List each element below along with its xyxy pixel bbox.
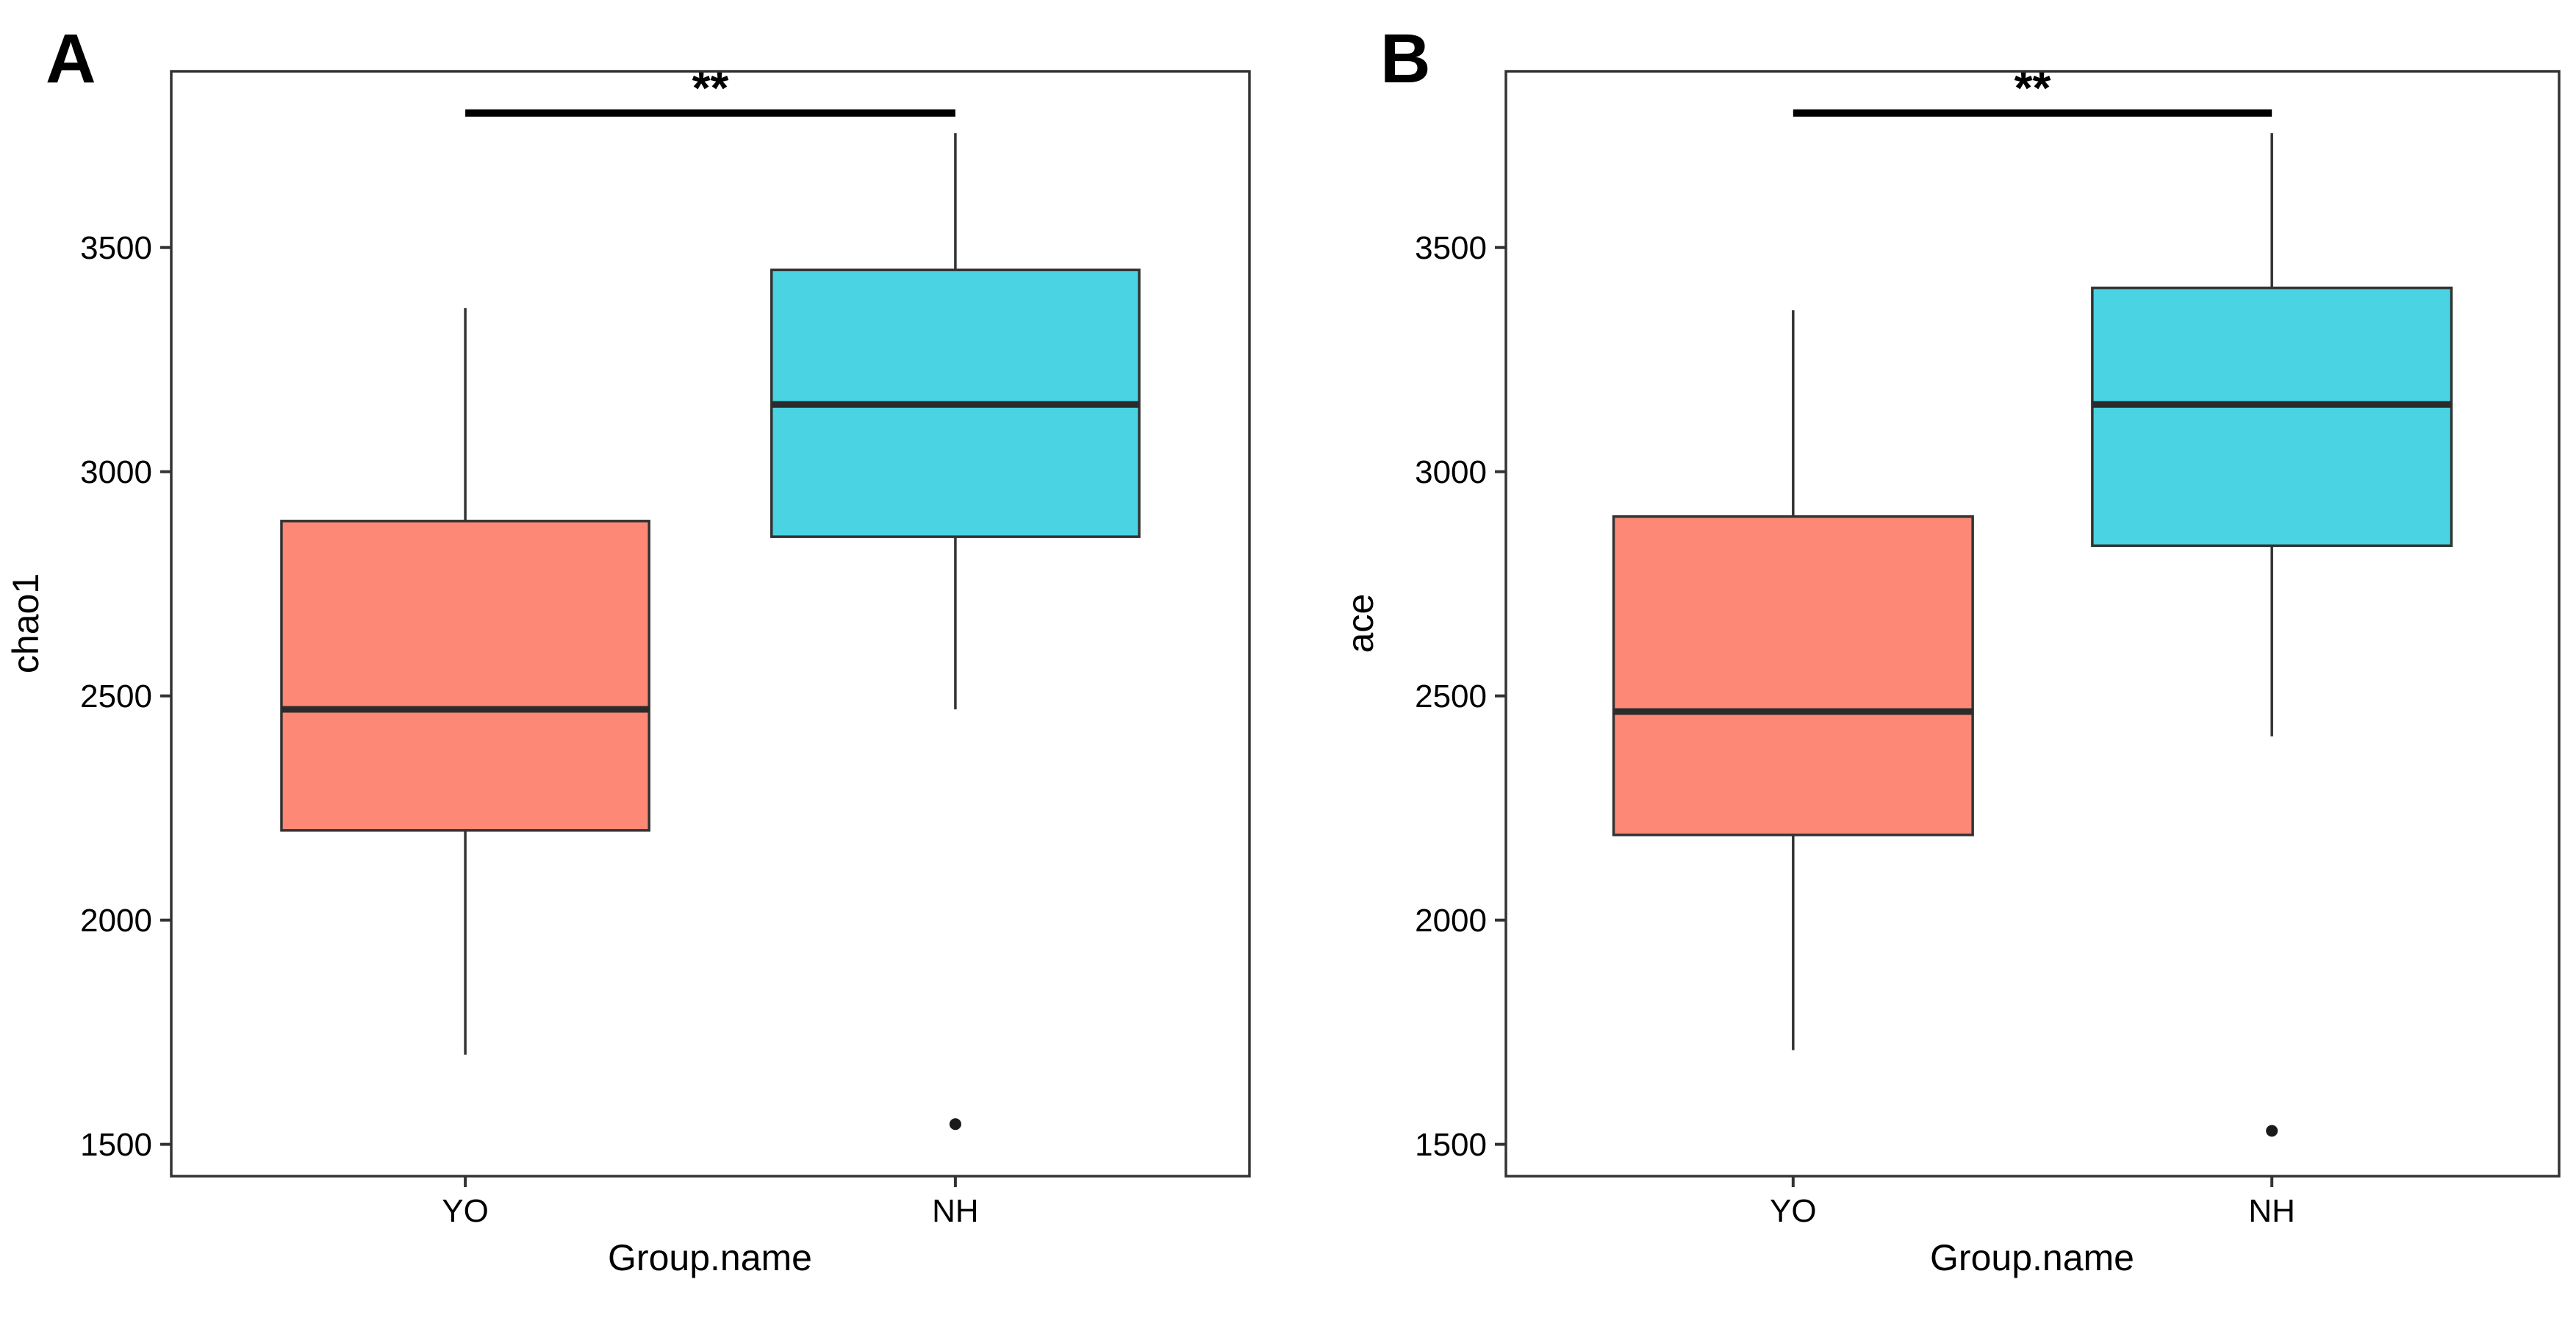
y-tick-label: 1500 [1415,1127,1487,1163]
panel-a-x-axis-title: Group.name [608,1237,812,1278]
panel-b-y-axis-title: ace [1340,594,1381,653]
y-tick-label: 3500 [80,230,152,266]
panel-a-y-axis-title: chao1 [5,573,46,673]
significance-stars: ** [2014,62,2051,115]
y-tick-label: 2500 [1415,678,1487,714]
box-nh [2091,286,2453,548]
panel-b-x-axis-title: Group.name [1930,1237,2134,1278]
x-tick-label-nh: NH [2248,1193,2295,1229]
plot-frame [1504,70,2561,1178]
y-tick-label: 3000 [1415,454,1487,490]
y-tick-label: 2000 [80,903,152,939]
x-tick-label-yo: YO [442,1193,489,1229]
y-tick-label: 3000 [80,454,152,490]
panel-b-letter: B [1380,20,1431,98]
box-yo [1612,515,1974,837]
panel-a-plot: 1500 2000 2500 3000 3500 YO NH ** [80,62,1251,1229]
panel-a-letter: A [46,20,96,98]
y-tick-label: 2500 [80,678,152,714]
panel-b-plot: 1500 2000 2500 3000 3500 YO NH ** [1415,62,2561,1229]
y-tick-label: 2000 [1415,903,1487,939]
y-tick-label: 3500 [1415,230,1487,266]
outlier-point-nh [2266,1125,2278,1137]
significance-stars: ** [692,62,729,115]
plot-frame [170,70,1251,1178]
y-tick-label: 1500 [80,1127,152,1163]
x-tick-label-nh: NH [932,1193,979,1229]
outlier-point-nh [949,1118,961,1131]
box-yo [280,520,650,832]
x-tick-label-yo: YO [1770,1193,1817,1229]
